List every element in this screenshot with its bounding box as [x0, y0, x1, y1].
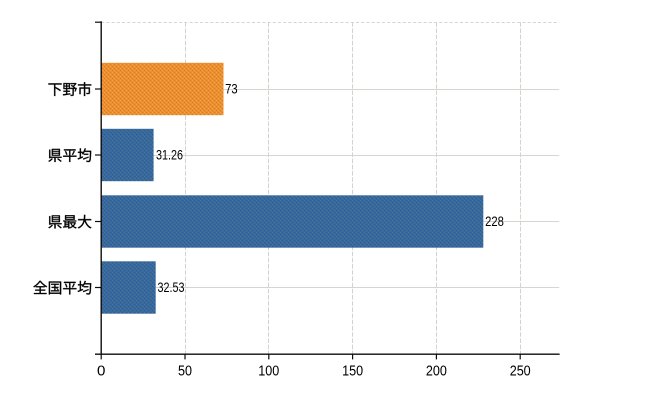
svg-text:250: 250 [510, 362, 531, 379]
svg-text:0: 0 [97, 362, 105, 379]
svg-text:100: 100 [258, 362, 279, 379]
svg-text:73: 73 [225, 82, 238, 97]
svg-text:228: 228 [485, 214, 504, 229]
svg-text:32.53: 32.53 [158, 280, 185, 295]
svg-text:150: 150 [342, 362, 363, 379]
svg-text:200: 200 [426, 362, 447, 379]
svg-text:31.26: 31.26 [156, 148, 183, 163]
svg-text:50: 50 [178, 362, 192, 379]
